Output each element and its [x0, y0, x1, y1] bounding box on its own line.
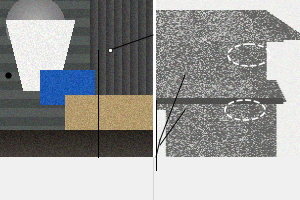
Text: Mineralisch getänktes Ca: Mineralisch getänktes Ca [158, 174, 267, 183]
Text: Yarn placing device: Yarn placing device [14, 163, 98, 172]
FancyBboxPatch shape [0, 157, 300, 200]
Text: d: d [2, 163, 8, 172]
Text: f: f [2, 174, 5, 183]
FancyBboxPatch shape [153, 0, 156, 157]
Text: Mineral impregnated carb: Mineral impregnated carb [158, 163, 270, 172]
Text: Garnablegeeinheit: Garnablegeeinheit [14, 174, 94, 183]
